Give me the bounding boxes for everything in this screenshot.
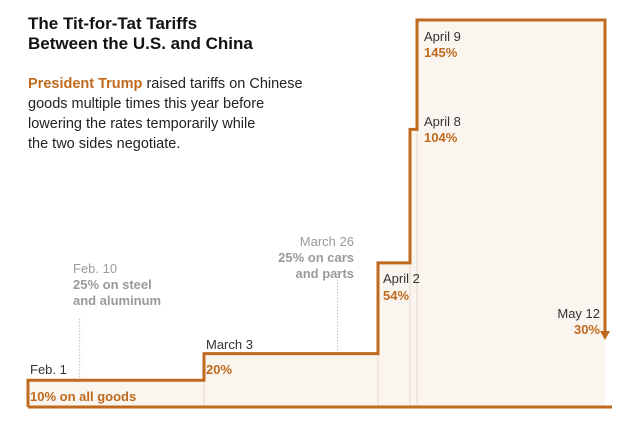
tariff-event-rate: 10% on all goods: [30, 389, 136, 404]
tariff-event-rate: 104%: [424, 130, 458, 145]
other-event-desc: and parts: [295, 266, 354, 281]
other-event-desc: and aluminum: [73, 293, 161, 308]
arrow-head-icon: [600, 331, 610, 340]
tariff-event-rate: 54%: [383, 288, 409, 303]
tariff-event-rate: 145%: [424, 45, 458, 60]
other-event-date: March 26: [300, 234, 354, 249]
tariff-event-rate: 20%: [206, 362, 232, 377]
other-event-date: Feb. 10: [73, 261, 117, 276]
other-event-marker: [336, 270, 340, 407]
chart-title: The Tit-for-Tat Tariffs Between the U.S.…: [28, 14, 368, 54]
tariff-step-line: [26, 18, 607, 407]
tariff-event-rate: 30%: [574, 322, 600, 337]
subtitle-line-2: goods multiple times this year before: [28, 96, 265, 112]
subtitle-line-4: the two sides negotiate.: [28, 136, 181, 152]
other-event-desc: 25% on steel: [73, 277, 152, 292]
title-line-1: The Tit-for-Tat Tariffs: [28, 14, 198, 33]
tariff-event-date: April 9: [424, 29, 461, 44]
subtitle-highlight: President Trump: [28, 76, 143, 92]
tariff-event-date: March 3: [206, 337, 253, 352]
other-event-desc: 25% on cars: [278, 250, 354, 265]
tariff-event-date: Feb. 1: [30, 362, 67, 377]
subtitle-line-3: lowering the rates temporarily while: [28, 116, 256, 132]
tariff-event-date: April 8: [424, 114, 461, 129]
chart-subtitle: President Trump raised tariffs on Chines…: [28, 74, 358, 154]
subtitle-line-1-rest: raised tariffs on Chinese: [142, 76, 303, 92]
tariff-event-date: April 2: [383, 271, 420, 286]
title-line-2: Between the U.S. and China: [28, 34, 253, 53]
tariff-area-fill: [28, 20, 605, 407]
other-event-marker: [78, 318, 82, 407]
tariff-event-date: May 12: [557, 306, 600, 321]
